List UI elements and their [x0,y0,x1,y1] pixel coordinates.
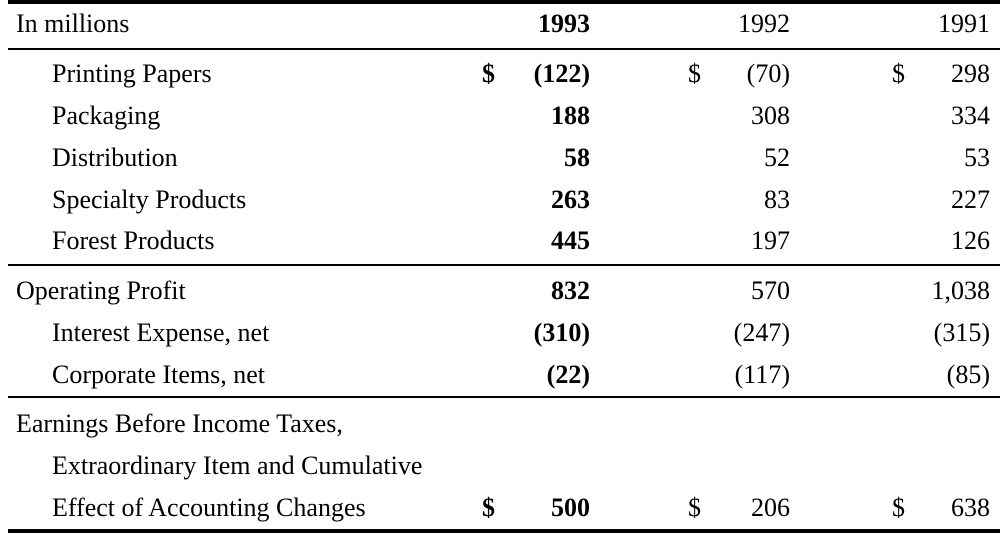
currency-sign: $ [482,59,495,88]
value-1991: 227 [951,185,990,214]
value-1993: 500 [551,493,590,522]
row-label: Operating Profit [16,276,186,305]
currency-sign: $ [482,493,495,522]
value-1991: 298 [951,59,990,88]
row-label: Printing Papers [52,59,212,88]
row-label: Specialty Products [52,185,247,214]
value-1991: (85) [946,360,990,389]
row-label: Packaging [52,101,161,130]
table-row: Interest Expense, net (310) (247) (315) [0,313,1002,353]
earnings-label-line: Extraordinary Item and Cumulative [0,446,1002,486]
row-label: Corporate Items, net [52,360,265,389]
table-row: Specialty Products 263 83 227 [0,180,1002,220]
bottom-rule [8,529,1000,533]
value-1992: 570 [751,276,790,305]
earnings-row: Effect of Accounting Changes $ 500 $ 206… [0,488,1002,528]
value-1992: 197 [751,226,790,255]
row-label: Extraordinary Item and Cumulative [52,451,423,480]
value-1992: (247) [733,318,790,347]
row-label: Forest Products [52,226,215,255]
table-row: Forest Products 445 197 126 [0,221,1002,261]
operating-profit-row: Operating Profit 832 570 1,038 [0,271,1002,311]
value-1992: 206 [751,493,790,522]
value-1993: 445 [551,226,590,255]
currency-sign: $ [688,493,701,522]
value-1991: 126 [951,226,990,255]
value-1993: 58 [564,143,590,172]
currency-sign: $ [892,493,905,522]
value-1992: 83 [764,185,790,214]
row-label: Effect of Accounting Changes [52,493,366,522]
row-label: Earnings Before Income Taxes, [16,409,343,438]
value-1992: (117) [734,360,790,389]
value-1992: 52 [764,143,790,172]
value-1993: 263 [551,185,590,214]
row-label: Interest Expense, net [52,318,270,347]
header-year-1993: 1993 [538,9,590,38]
value-1993: (122) [533,59,590,88]
value-1993: (22) [546,360,590,389]
header-label: In millions [16,9,130,38]
value-1993: 188 [551,101,590,130]
table-row: Distribution 58 52 53 [0,138,1002,178]
row-label: Distribution [52,143,178,172]
segment-total-rule [8,264,1000,266]
header-row: In millions 1993 1992 1991 [0,4,1002,44]
header-rule [8,48,1000,50]
table-row: Corporate Items, net (22) (117) (85) [0,355,1002,395]
earnings-label-line: Earnings Before Income Taxes, [0,404,1002,444]
value-1991: 638 [951,493,990,522]
value-1991: 1,038 [931,276,991,305]
currency-sign: $ [688,59,701,88]
value-1991: (315) [933,318,990,347]
header-year-1991: 1991 [938,9,990,38]
header-year-1992: 1992 [738,9,790,38]
value-1992: (70) [746,59,790,88]
value-1992: 308 [751,101,790,130]
value-1991: 334 [951,101,990,130]
adjustments-rule [8,396,1000,398]
currency-sign: $ [892,59,905,88]
table-row: Packaging 188 308 334 [0,96,1002,136]
value-1993: 832 [551,276,590,305]
value-1993: (310) [533,318,590,347]
value-1991: 53 [964,143,990,172]
table-row: Printing Papers $ (122) $ (70) $ 298 [0,54,1002,94]
top-rule [8,0,1000,4]
